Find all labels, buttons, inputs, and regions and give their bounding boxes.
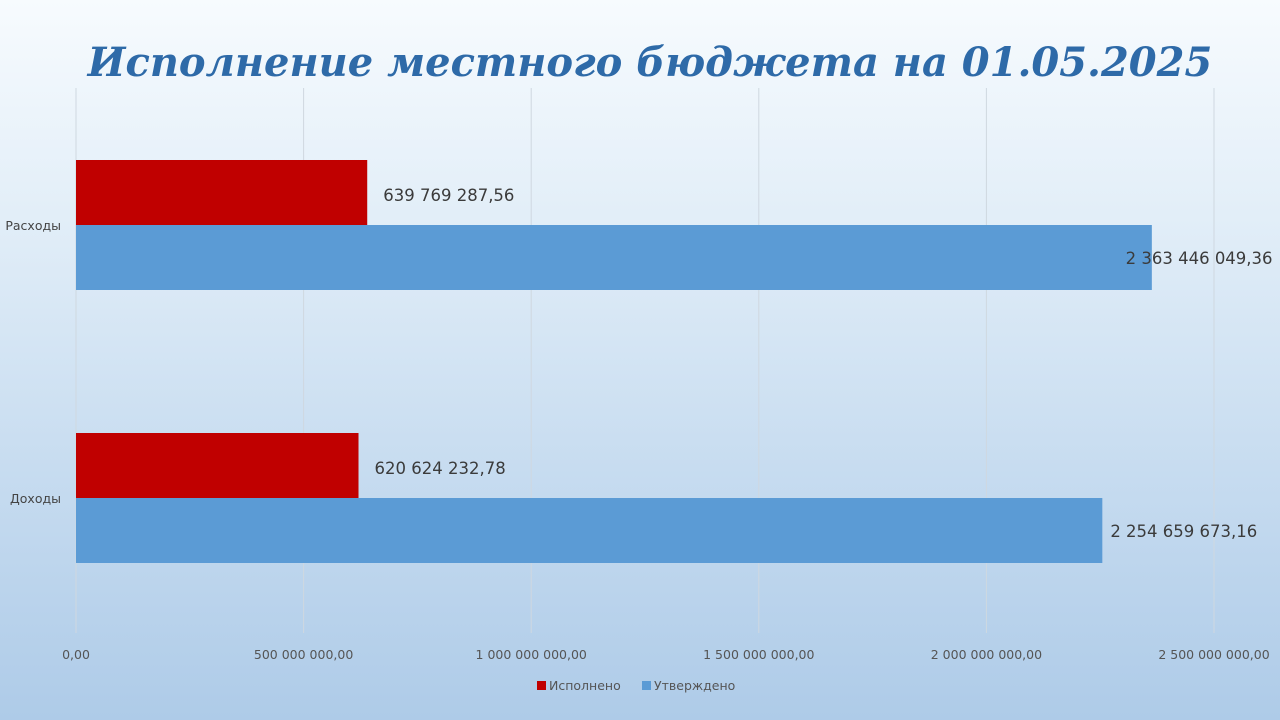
legend-label: Утверждено [654, 678, 735, 693]
x-tick-label: 1 500 000 000,00 [703, 647, 814, 662]
x-tick-label: 0,00 [62, 647, 90, 662]
legend-label: Исполнено [549, 678, 621, 693]
x-tick-label: 2 500 000 000,00 [1158, 647, 1269, 662]
legend-swatch [537, 681, 546, 690]
bar-utverzhdeno-1 [76, 498, 1103, 563]
data-label: 620 624 232,78 [375, 459, 506, 478]
category-axis: Расходы Доходы [5, 218, 61, 506]
data-label: 639 769 287,56 [383, 186, 514, 205]
category-label: Доходы [10, 491, 61, 506]
bar-ispolneno-1 [76, 433, 359, 498]
bar-ispolneno-0 [76, 160, 368, 225]
legend-item-utverzhdeno: Утверждено [642, 678, 735, 693]
legend-item-ispolneno: Исполнено [537, 678, 621, 693]
x-tick-label: 2 000 000 000,00 [931, 647, 1042, 662]
bars [76, 160, 1152, 563]
bar-utverzhdeno-0 [76, 225, 1152, 290]
legend: Исполнено Утверждено [537, 678, 735, 693]
x-axis: 0,00 500 000 000,00 1 000 000 000,00 1 500 … [62, 647, 1270, 662]
category-label: Расходы [5, 218, 61, 233]
x-tick-label: 500 000 000,00 [254, 647, 353, 662]
legend-swatch [642, 681, 651, 690]
chart-title: Исполнение местного бюджета на 01.05.202… [87, 39, 1213, 86]
data-label: 2 254 659 673,16 [1110, 522, 1257, 541]
x-tick-label: 1 000 000 000,00 [476, 647, 587, 662]
data-labels: 639 769 287,56 2 363 446 049,36 620 624 23… [375, 186, 1273, 541]
data-label: 2 363 446 049,36 [1126, 249, 1273, 268]
